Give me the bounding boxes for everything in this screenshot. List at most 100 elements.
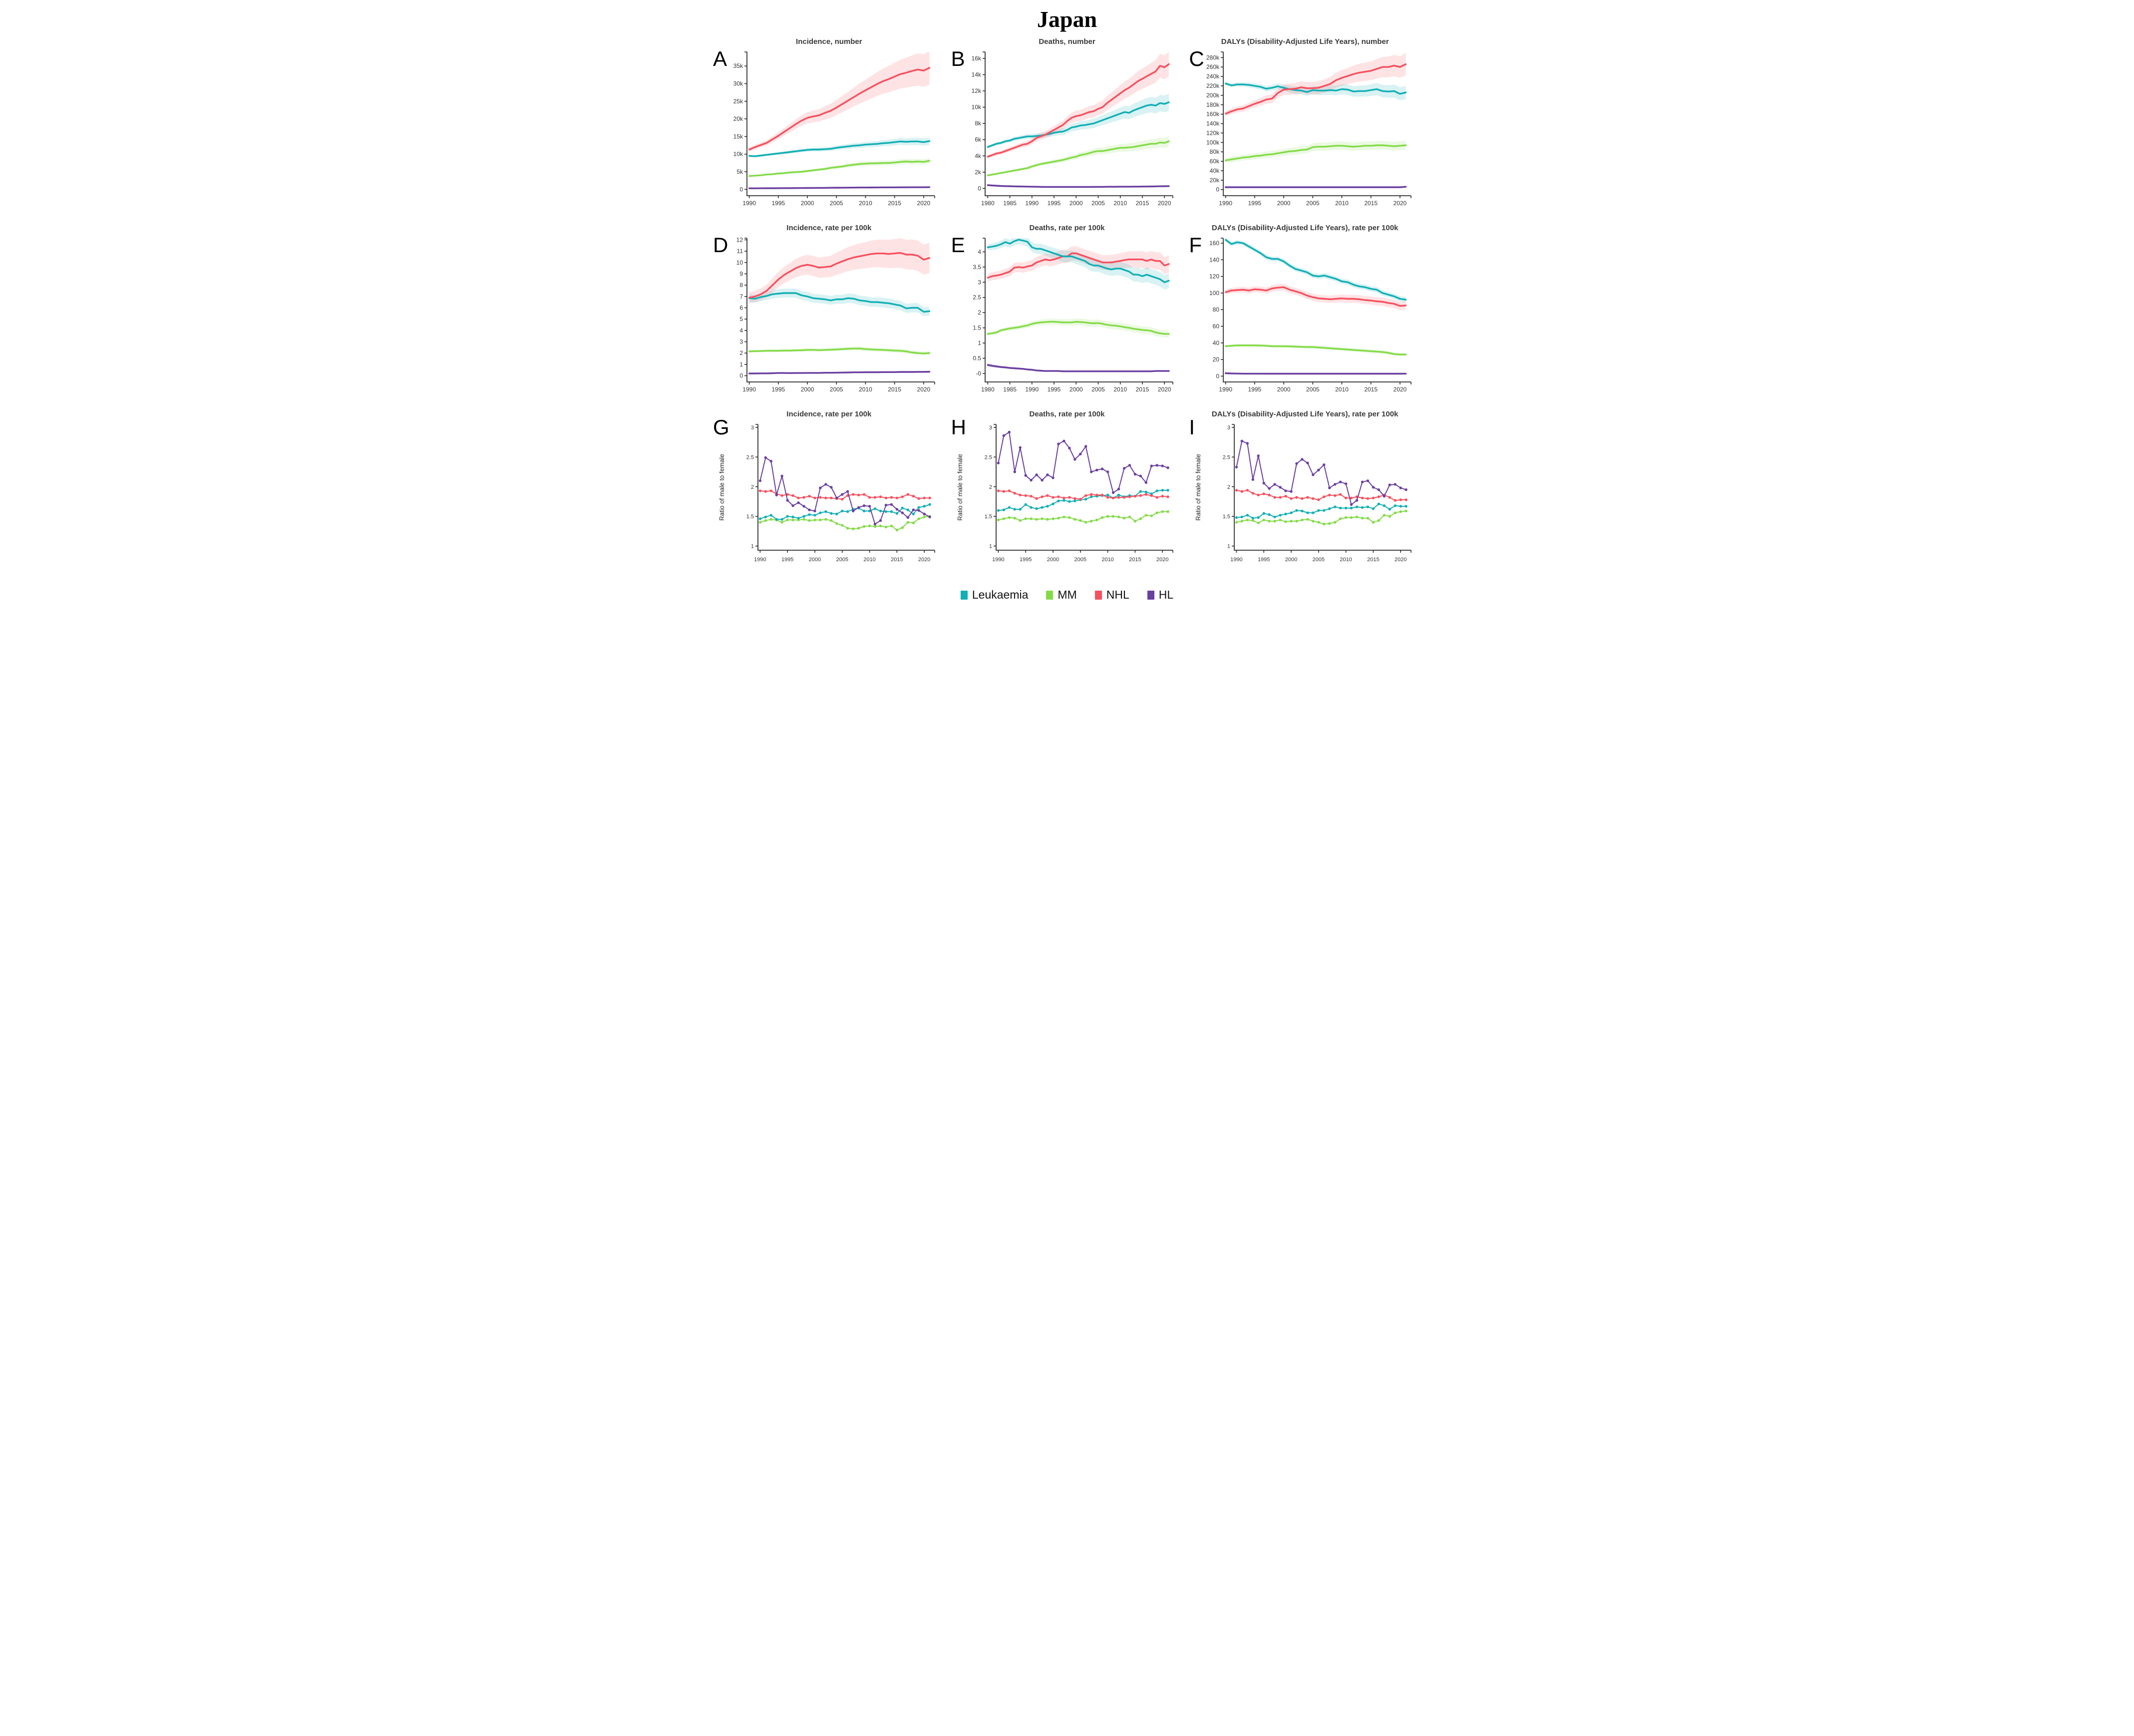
panel-d: D Incidence, rate per 100k 0 1 2 3 4 5 6 7 8 9 10 1… bbox=[710, 219, 948, 405]
panel-title-e: Deaths, rate per 100k bbox=[1029, 224, 1105, 232]
svg-text:1990: 1990 bbox=[1219, 386, 1232, 393]
svg-text:2000: 2000 bbox=[1277, 386, 1290, 393]
svg-text:5k: 5k bbox=[737, 168, 744, 175]
svg-text:2015: 2015 bbox=[1136, 386, 1149, 393]
panel-title-b: Deaths, number bbox=[1039, 37, 1095, 46]
svg-text:2015: 2015 bbox=[888, 386, 902, 393]
svg-text:1990: 1990 bbox=[992, 557, 1004, 563]
svg-text:1995: 1995 bbox=[1048, 200, 1061, 207]
svg-text:2000: 2000 bbox=[1277, 200, 1290, 207]
panel-letter-d: D bbox=[713, 233, 728, 257]
svg-text:4: 4 bbox=[740, 327, 743, 334]
svg-text:2015: 2015 bbox=[1367, 557, 1379, 563]
svg-text:1980: 1980 bbox=[981, 386, 995, 393]
svg-text:1.5: 1.5 bbox=[973, 325, 981, 332]
svg-text:2020: 2020 bbox=[917, 386, 931, 393]
svg-text:2: 2 bbox=[978, 309, 981, 316]
svg-text:240k: 240k bbox=[1206, 73, 1220, 80]
svg-text:1: 1 bbox=[740, 361, 743, 368]
svg-text:280k: 280k bbox=[1206, 54, 1220, 61]
svg-text:2020: 2020 bbox=[1156, 557, 1168, 563]
svg-text:10k: 10k bbox=[972, 104, 982, 111]
svg-text:0: 0 bbox=[978, 185, 981, 192]
svg-text:1985: 1985 bbox=[1003, 386, 1017, 393]
panel-title-i: DALYs (Disability-Adjusted Life Years), … bbox=[1211, 410, 1399, 418]
svg-text:2: 2 bbox=[989, 484, 992, 490]
svg-text:1995: 1995 bbox=[1248, 200, 1261, 207]
svg-text:1995: 1995 bbox=[772, 200, 785, 207]
svg-text:2000: 2000 bbox=[1285, 557, 1297, 563]
legend-swatch-hl-icon bbox=[1147, 590, 1154, 600]
legend-label-hl: HL bbox=[1158, 588, 1174, 601]
svg-text:2005: 2005 bbox=[1312, 557, 1324, 563]
svg-text:1: 1 bbox=[989, 544, 992, 550]
svg-text:8: 8 bbox=[740, 282, 743, 289]
svg-text:1995: 1995 bbox=[781, 557, 793, 563]
svg-text:260k: 260k bbox=[1206, 63, 1220, 70]
svg-text:60: 60 bbox=[1212, 323, 1219, 330]
svg-text:2020: 2020 bbox=[917, 200, 931, 207]
svg-text:2000: 2000 bbox=[1069, 386, 1083, 393]
svg-text:1990: 1990 bbox=[743, 200, 756, 207]
svg-text:2015: 2015 bbox=[1136, 200, 1149, 207]
chart-incidence-ratio: 1 1.5 2 2.5 3 1990 1995 2000 2005 2010 2015 2020 Rat… bbox=[718, 424, 936, 563]
svg-text:15k: 15k bbox=[733, 133, 743, 140]
svg-text:2020: 2020 bbox=[1158, 386, 1171, 393]
svg-text:140k: 140k bbox=[1206, 120, 1220, 127]
svg-text:180k: 180k bbox=[1206, 101, 1220, 108]
svg-text:40: 40 bbox=[1212, 340, 1219, 347]
svg-text:220k: 220k bbox=[1206, 82, 1220, 89]
svg-text:80: 80 bbox=[1212, 306, 1219, 313]
svg-text:2015: 2015 bbox=[891, 557, 903, 563]
svg-text:3: 3 bbox=[978, 279, 981, 286]
svg-text:2010: 2010 bbox=[1335, 386, 1349, 393]
chart-dalys-rate: 0 20 40 60 80 100 120 140 160 1990 1995 2000 2005 201… bbox=[1209, 238, 1412, 393]
svg-text:100k: 100k bbox=[1206, 139, 1220, 146]
panel-b: B Deaths, number 0 2k 4k 6k 8k 10k 12k 14k 16k 19… bbox=[948, 32, 1186, 219]
svg-text:7: 7 bbox=[740, 293, 743, 300]
charts-grid: A Incidence, number 0 5k 10k 15k 20k 25k 30k 35… bbox=[710, 32, 1424, 580]
svg-text:11: 11 bbox=[737, 248, 743, 255]
svg-text:1.5: 1.5 bbox=[985, 514, 992, 520]
legend-item-nhl: NHL bbox=[1094, 588, 1129, 602]
panel-title-g: Incidence, rate per 100k bbox=[786, 410, 872, 418]
svg-text:2010: 2010 bbox=[1113, 386, 1127, 393]
svg-text:20: 20 bbox=[1212, 356, 1219, 363]
legend-label-mm: MM bbox=[1058, 588, 1077, 601]
svg-text:14k: 14k bbox=[972, 71, 982, 78]
svg-text:10k: 10k bbox=[733, 151, 743, 158]
svg-text:100: 100 bbox=[1209, 290, 1219, 297]
svg-text:0: 0 bbox=[1216, 372, 1219, 379]
svg-text:2020: 2020 bbox=[1158, 200, 1171, 207]
panel-title-d: Incidence, rate per 100k bbox=[786, 224, 872, 232]
svg-text:2020: 2020 bbox=[1395, 557, 1407, 563]
svg-text:0: 0 bbox=[1216, 186, 1219, 193]
legend-swatch-mm-icon bbox=[1046, 590, 1054, 600]
svg-text:-0: -0 bbox=[976, 370, 981, 377]
panel-c: C DALYs (Disability-Adjusted Life Years)… bbox=[1186, 32, 1424, 219]
panel-title-h: Deaths, rate per 100k bbox=[1029, 410, 1105, 418]
svg-text:9: 9 bbox=[740, 270, 743, 277]
svg-text:0: 0 bbox=[740, 186, 743, 193]
svg-text:2015: 2015 bbox=[888, 200, 902, 207]
svg-text:12: 12 bbox=[736, 236, 743, 243]
svg-text:5: 5 bbox=[740, 316, 743, 323]
legend-item-hl: HL bbox=[1147, 588, 1173, 602]
svg-text:2015: 2015 bbox=[1364, 386, 1378, 393]
svg-text:2020: 2020 bbox=[1393, 200, 1407, 207]
svg-text:2.5: 2.5 bbox=[985, 454, 992, 460]
svg-text:1995: 1995 bbox=[1020, 557, 1032, 563]
svg-text:160k: 160k bbox=[1206, 111, 1220, 118]
svg-text:1990: 1990 bbox=[1230, 557, 1242, 563]
chart-incidence-number: 0 5k 10k 15k 20k 25k 30k 35k 1990 1995 2000 2005 201… bbox=[733, 51, 936, 207]
svg-text:30k: 30k bbox=[733, 80, 743, 87]
svg-text:2015: 2015 bbox=[1364, 200, 1378, 207]
svg-text:2000: 2000 bbox=[1047, 557, 1059, 563]
svg-text:2010: 2010 bbox=[1335, 200, 1349, 207]
svg-text:2020: 2020 bbox=[918, 557, 930, 563]
svg-text:3: 3 bbox=[1227, 425, 1230, 431]
svg-text:1: 1 bbox=[1227, 544, 1230, 550]
svg-text:140: 140 bbox=[1209, 256, 1219, 263]
panel-letter-f: F bbox=[1189, 233, 1202, 257]
